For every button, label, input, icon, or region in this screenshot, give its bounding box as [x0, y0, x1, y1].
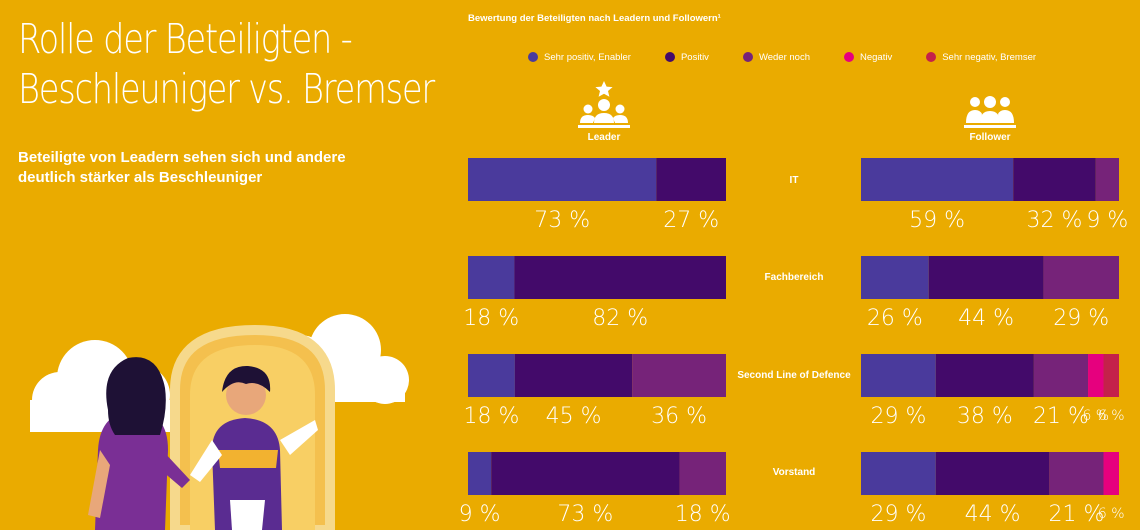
bar-follower-vorstand-positiv — [935, 452, 1050, 495]
follower-group-icon — [964, 96, 1016, 128]
category-label-it: IT — [789, 175, 799, 186]
page-subtitle: Beteiligte von Leadern sehen sich und an… — [18, 149, 346, 186]
value-label-follower-fachbereich-weder-noch: 29 % — [1053, 306, 1109, 331]
legend-swatch-sehr-negativ — [926, 52, 937, 62]
legend-swatch-negativ — [844, 52, 854, 62]
bar-follower-fachbereich-sehr-positiv-enabler — [861, 256, 929, 299]
legend-item-weder-noch: Weder noch — [742, 51, 810, 63]
value-label-follower-second-line-of-defence-weder-noch: 21 % — [1033, 404, 1089, 429]
bar-leader-vorstand-positiv — [491, 452, 680, 495]
value-label-follower-second-line-of-defence-sehr-positiv-enabler: 29 % — [870, 404, 926, 429]
bar-follower-second-line-of-defence-sehr-negativ-bremser — [1103, 354, 1119, 397]
legend-item-sehr-positiv: Sehr positiv, Enabler — [528, 52, 631, 63]
bar-leader-fachbereich-sehr-positiv-enabler — [468, 256, 515, 299]
bar-leader-it-sehr-positiv-enabler — [468, 158, 657, 201]
value-label-follower-fachbereich-positiv: 44 % — [958, 306, 1014, 331]
bar-leader-second-line-of-defence-sehr-positiv-enabler — [468, 354, 515, 397]
value-label-follower-it-weder-noch: 9 % — [1086, 208, 1128, 233]
bar-follower-fachbereich-weder-noch — [1043, 256, 1119, 299]
bar-leader-second-line-of-defence-weder-noch — [632, 354, 726, 397]
category-label-fachbereich: Fachbereich — [764, 272, 824, 283]
bar-leader-second-line-of-defence-positiv — [514, 354, 633, 397]
bar-follower-vorstand-sehr-positiv-enabler — [861, 452, 936, 495]
bar-leader-it-positiv — [656, 158, 726, 201]
bar-follower-second-line-of-defence-positiv — [935, 354, 1034, 397]
category-label-vorstand: Vorstand — [772, 467, 816, 478]
bar-follower-it-positiv — [1013, 158, 1096, 201]
bar-leader-vorstand-sehr-positiv-enabler — [468, 452, 492, 495]
group-label-follower: Follower — [969, 132, 1011, 143]
value-label-leader-vorstand-positiv: 73 % — [557, 502, 613, 527]
legend-item-sehr-negativ: Sehr negativ, Bremser — [926, 52, 1036, 63]
value-label-follower-vorstand-weder-noch: 21 % — [1048, 502, 1104, 527]
legend-item-negativ: Negativ — [844, 52, 892, 63]
bar-leader-fachbereich-positiv — [514, 256, 726, 299]
value-label-leader-it-sehr-positiv-enabler: 73 % — [534, 208, 590, 233]
value-label-follower-it-sehr-positiv-enabler: 59 % — [909, 208, 965, 233]
group-header-follower: Follower — [930, 80, 1050, 143]
bar-follower-second-line-of-defence-weder-noch — [1033, 354, 1089, 397]
value-label-follower-second-line-of-defence-positiv: 38 % — [957, 404, 1013, 429]
superhero-reflection — [190, 365, 318, 530]
value-label-leader-fachbereich-positiv: 82 % — [592, 306, 648, 331]
legend-label-sehr-positiv: Sehr positiv, Enabler — [544, 51, 631, 63]
bar-follower-it-weder-noch — [1095, 158, 1119, 201]
group-label-leader: Leader — [587, 132, 621, 143]
value-label-follower-vorstand-negativ: 6 % — [1098, 506, 1125, 522]
chart-title: Bewertung der Beteiligten nach Leadern u… — [468, 13, 721, 24]
legend-label-weder-noch: Weder noch — [758, 51, 810, 63]
bar-follower-vorstand-weder-noch — [1049, 452, 1104, 495]
value-label-leader-vorstand-weder-noch: 18 % — [675, 502, 731, 527]
group-header-leader: Leader — [544, 80, 664, 143]
legend-swatch-weder-noch — [742, 52, 753, 62]
leader-group-icon — [578, 81, 630, 128]
value-label-leader-it-positiv: 27 % — [663, 208, 719, 233]
value-label-leader-vorstand-sehr-positiv-enabler: 9 % — [459, 502, 501, 527]
value-label-follower-vorstand-sehr-positiv-enabler: 29 % — [870, 502, 926, 527]
bar-follower-second-line-of-defence-negativ — [1088, 354, 1104, 397]
value-label-follower-second-line-of-defence-negativ: 6 % — [1082, 408, 1109, 424]
legend-label-positiv: Positiv — [680, 51, 709, 63]
legend-swatch-sehr-positiv — [528, 52, 538, 62]
value-label-follower-vorstand-positiv: 44 % — [965, 502, 1021, 527]
value-label-follower-it-positiv: 32 % — [1027, 208, 1083, 233]
bar-follower-second-line-of-defence-sehr-positiv-enabler — [861, 354, 936, 397]
value-label-follower-second-line-of-defence-sehr-negativ-bremser: 6 % — [1098, 408, 1125, 424]
legend-item-positiv: Positiv — [664, 51, 709, 63]
legend-label-sehr-negativ: Sehr negativ, Bremser — [942, 51, 1037, 63]
page-title-line-1: Rolle der Beteiligten - — [18, 15, 353, 63]
legend-label-negativ: Negativ — [860, 51, 893, 63]
bar-follower-vorstand-negativ — [1103, 452, 1119, 495]
woman-figure — [88, 357, 190, 530]
bar-follower-fachbereich-positiv — [928, 256, 1044, 299]
value-label-leader-second-line-of-defence-weder-noch: 36 % — [651, 404, 707, 429]
value-label-leader-fachbereich-sehr-positiv-enabler: 18 % — [463, 306, 519, 331]
hero-mirror-illustration — [30, 314, 409, 530]
value-label-leader-second-line-of-defence-sehr-positiv-enabler: 18 % — [463, 404, 519, 429]
bar-leader-vorstand-weder-noch — [679, 452, 726, 495]
category-label-second-line-of-defence: Second Line of Defence — [737, 370, 851, 381]
legend-swatch-positiv — [664, 52, 675, 62]
value-label-follower-fachbereich-sehr-positiv-enabler: 26 % — [867, 306, 923, 331]
bar-follower-it-sehr-positiv-enabler — [861, 158, 1014, 201]
chart-legend: Sehr positiv, Enabler Positiv Weder noch… — [528, 50, 1036, 64]
value-label-leader-second-line-of-defence-positiv: 45 % — [546, 404, 602, 429]
